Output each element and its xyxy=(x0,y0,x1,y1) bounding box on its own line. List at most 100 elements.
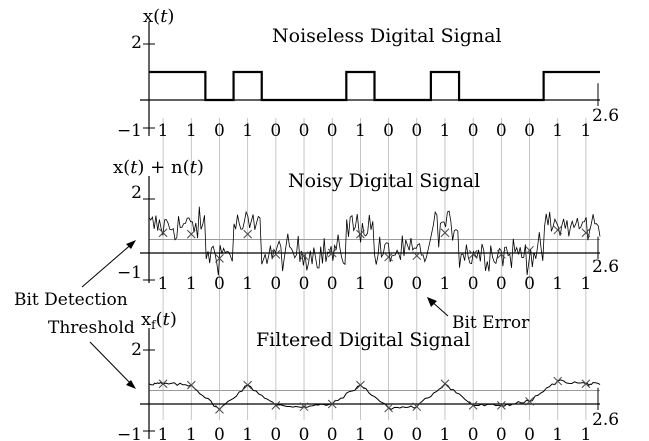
arrow-threshold-lower xyxy=(89,341,136,389)
bit-label: 1 xyxy=(158,274,169,294)
bit-label: 1 xyxy=(186,425,197,441)
bit-label: 1 xyxy=(355,121,366,141)
bit-label: 0 xyxy=(468,121,479,141)
bit-label: 0 xyxy=(214,274,225,294)
bit-label: 1 xyxy=(552,425,563,441)
noisy-tick-bottom: −1 xyxy=(117,263,142,283)
bit-label: 1 xyxy=(580,121,591,141)
bit-label: 0 xyxy=(468,274,479,294)
bit-label: 1 xyxy=(580,425,591,441)
noisy-ylabel: x(t) + n(t) xyxy=(113,157,204,178)
sample-marker xyxy=(440,228,450,238)
sample-marker xyxy=(384,403,393,413)
ylabel-part: ( xyxy=(156,309,163,330)
sample-marker xyxy=(496,400,506,410)
bit-label: 0 xyxy=(327,274,338,294)
sample-marker xyxy=(271,400,281,410)
bit-label: 0 xyxy=(299,274,310,294)
ylabel-part: x xyxy=(141,309,151,330)
bit-label: 0 xyxy=(327,121,338,141)
filtered-panel: xf(t) Filtered Digital Signal 2 −1 2.6 1… xyxy=(117,309,619,441)
bit-label: 0 xyxy=(270,425,281,441)
bit-label: 1 xyxy=(355,425,366,441)
sample-marker xyxy=(496,249,506,259)
bit-label: 1 xyxy=(242,274,253,294)
sample-marker xyxy=(215,405,224,414)
bit-label: 0 xyxy=(214,121,225,141)
sample-marker xyxy=(581,379,591,389)
arrow-bit-error xyxy=(427,297,449,317)
bit-label: 0 xyxy=(383,274,394,294)
bit-label: 1 xyxy=(580,274,591,294)
annotations: Bit Detection Threshold Bit Error xyxy=(14,240,530,389)
sample-marker xyxy=(327,399,337,409)
bit-label: 1 xyxy=(552,121,563,141)
bit-label: 0 xyxy=(270,121,281,141)
sample-marker xyxy=(186,380,196,390)
noiseless-tick-top: 2 xyxy=(131,33,142,53)
ylabel-part: t xyxy=(163,309,171,330)
noiseless-panel: x(t) Noiseless Digital Signal 2 −1 2.6 1… xyxy=(117,6,619,141)
bit-error-label: Bit Error xyxy=(452,313,530,333)
bit-label: 1 xyxy=(552,274,563,294)
sample-marker xyxy=(356,380,365,390)
noisy-x-max: 2.6 xyxy=(592,257,619,277)
bit-label: 1 xyxy=(242,121,253,141)
bit-label: 0 xyxy=(524,121,535,141)
noiseless-ylabel: x(t) xyxy=(143,6,174,27)
sample-marker xyxy=(243,229,253,239)
ylabel-part: t xyxy=(130,157,138,178)
sample-marker xyxy=(412,251,422,261)
bit-boundary-guides xyxy=(162,118,587,420)
sample-marker xyxy=(525,245,534,255)
sample-marker xyxy=(215,254,224,263)
sample-marker xyxy=(581,228,591,238)
sample-marker xyxy=(384,252,393,262)
sample-marker xyxy=(468,400,478,410)
bit-label: 0 xyxy=(411,425,422,441)
arrow-threshold-upper xyxy=(81,240,136,288)
sample-marker xyxy=(186,229,196,239)
bit-label: 1 xyxy=(158,121,169,141)
sample-marker xyxy=(553,376,563,386)
bit-label: 1 xyxy=(440,274,451,294)
sample-marker xyxy=(299,402,309,412)
noisy-panel: x(t) + n(t) Noisy Digital Signal 2 −1 2.… xyxy=(113,157,619,294)
filtered-title: Filtered Digital Signal xyxy=(256,329,470,351)
filtered-tick-top: 2 xyxy=(131,340,142,360)
filtered-ylabel: xf(t) xyxy=(141,309,177,332)
noiseless-title: Noiseless Digital Signal xyxy=(272,25,502,47)
bit-label: 0 xyxy=(214,425,225,441)
ylabel-part: x( xyxy=(113,157,130,178)
ylabel-part: t xyxy=(190,157,198,178)
bit-label: 0 xyxy=(496,425,507,441)
ylabel-part: ) xyxy=(197,157,204,178)
bit-label: 0 xyxy=(327,425,338,441)
bit-label: 1 xyxy=(355,274,366,294)
bit-label: 0 xyxy=(524,274,535,294)
filtered-x-max: 2.6 xyxy=(592,410,619,430)
noisy-signal-line xyxy=(148,206,601,276)
filtered-signal-line xyxy=(148,379,601,411)
bit-label: 1 xyxy=(242,425,253,441)
sample-marker xyxy=(327,248,337,258)
bit-label: 0 xyxy=(383,121,394,141)
sample-marker xyxy=(158,379,168,389)
bit-label: 0 xyxy=(496,274,507,294)
sample-marker xyxy=(525,396,534,406)
ylabel-part: t xyxy=(160,6,168,27)
bit-label: 1 xyxy=(186,121,197,141)
noiseless-signal-line xyxy=(149,70,600,102)
sample-marker xyxy=(553,225,563,235)
sample-marker xyxy=(299,251,309,261)
filtered-tick-bottom: −1 xyxy=(117,425,142,441)
bit-label: 0 xyxy=(383,425,394,441)
bit-label: 0 xyxy=(299,121,310,141)
bit-label: 0 xyxy=(411,274,422,294)
bit-label: 0 xyxy=(299,425,310,441)
ylabel-part: ) xyxy=(167,6,174,27)
noisy-tick-top: 2 xyxy=(131,183,142,203)
ylabel-part: ) xyxy=(170,309,177,330)
threshold-label-line2: Threshold xyxy=(48,318,135,338)
